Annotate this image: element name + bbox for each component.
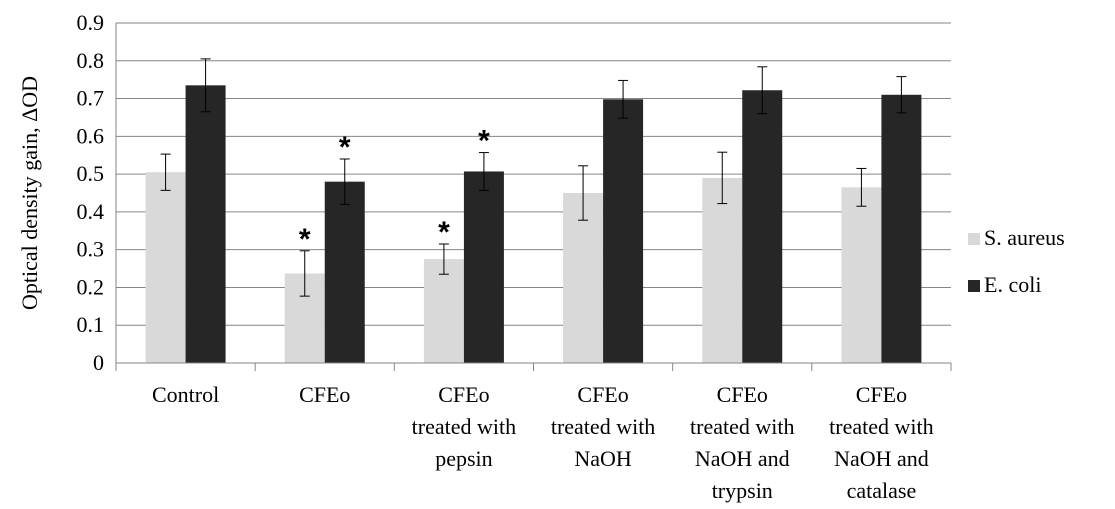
x-category-label: CFEo xyxy=(717,382,768,407)
legend-swatch xyxy=(968,233,980,245)
x-category-label: NaOH xyxy=(574,446,632,471)
x-category-label: catalase xyxy=(847,478,917,503)
bar xyxy=(423,259,464,363)
y-tick-label: 0.6 xyxy=(77,123,105,148)
y-tick-label: 0.8 xyxy=(77,48,105,73)
y-tick-label: 0.4 xyxy=(77,199,105,224)
y-tick-label: 0 xyxy=(93,350,104,375)
x-category-label: Control xyxy=(152,382,219,407)
x-category-label: CFEo xyxy=(856,382,907,407)
y-tick-label: 0.3 xyxy=(77,237,105,262)
significance-asterisk: * xyxy=(478,125,490,158)
x-category-label: treated with xyxy=(412,414,516,439)
y-tick-label: 0.2 xyxy=(77,274,105,299)
x-category-label: CFEo xyxy=(438,382,489,407)
bar xyxy=(881,94,922,364)
y-tick-label: 0.9 xyxy=(77,10,105,35)
gridlines xyxy=(116,22,951,326)
x-category-label: treated with xyxy=(690,414,794,439)
axes xyxy=(115,23,952,371)
significance-asterisk: * xyxy=(299,223,311,256)
bars xyxy=(145,85,922,364)
y-tick-label: 0.5 xyxy=(77,161,105,186)
bar xyxy=(841,187,882,363)
bar xyxy=(742,90,783,363)
bar xyxy=(463,171,504,363)
bar xyxy=(603,99,644,364)
legend-swatch xyxy=(968,280,980,292)
x-category-label: NaOH and xyxy=(695,446,790,471)
bar xyxy=(145,172,186,363)
bar xyxy=(702,177,743,363)
y-axis-title: Optical density gain, ΔOD xyxy=(17,76,42,310)
bar xyxy=(185,85,226,363)
legend-label: E. coli xyxy=(984,272,1041,297)
error-bars xyxy=(160,58,907,297)
x-category-labels: Control CFEo CFEo treated with pepsin CFEo tre… xyxy=(152,382,934,503)
x-category-label: treated with xyxy=(829,414,933,439)
y-tick-labels: 0 0.1 0.2 0.3 0.4 0.5 0.6 0.7 0.8 0.9 xyxy=(77,10,105,375)
x-category-label: pepsin xyxy=(435,446,492,471)
y-tick-label: 0.1 xyxy=(77,312,105,337)
significance-asterisk: * xyxy=(339,131,351,164)
significance-marks: * * * * xyxy=(299,125,490,256)
significance-asterisk: * xyxy=(438,216,450,249)
x-category-label: treated with xyxy=(551,414,655,439)
y-tick-label: 0.7 xyxy=(77,86,105,111)
x-category-label: trypsin xyxy=(712,478,773,503)
legend-label: S. aureus xyxy=(984,225,1065,250)
bar xyxy=(563,193,604,363)
bar xyxy=(324,181,365,363)
x-category-label: CFEo xyxy=(299,382,350,407)
x-category-label: CFEo xyxy=(577,382,628,407)
legend: S. aureus E. coli xyxy=(968,225,1065,297)
x-category-label: NaOH and xyxy=(834,446,929,471)
